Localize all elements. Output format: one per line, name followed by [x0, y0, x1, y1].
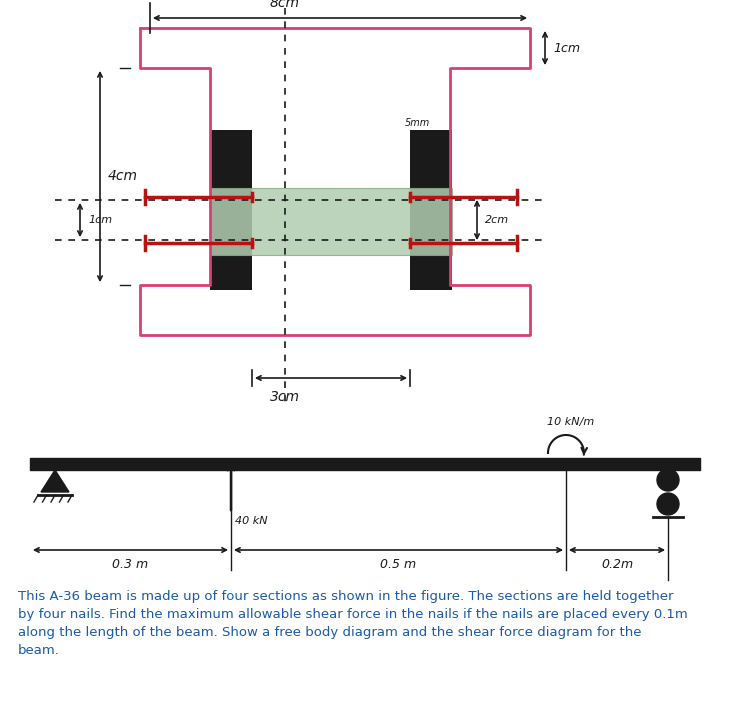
Bar: [210, 188, 452, 255]
Bar: [410, 130, 452, 290]
Text: 5mm: 5mm: [405, 118, 430, 128]
Text: 0.5 m: 0.5 m: [380, 558, 416, 571]
Polygon shape: [41, 470, 69, 492]
Text: beam.: beam.: [18, 644, 60, 657]
Text: 1cm: 1cm: [88, 215, 112, 225]
Text: 40 kN: 40 kN: [235, 516, 268, 526]
Text: This A-36 beam is made up of four sections as shown in the figure. The sections : This A-36 beam is made up of four sectio…: [18, 590, 674, 603]
Text: 10 kN/m: 10 kN/m: [548, 417, 595, 427]
Circle shape: [657, 493, 679, 515]
Text: 0.3 m: 0.3 m: [112, 558, 148, 571]
Text: 3cm: 3cm: [270, 390, 300, 404]
Text: 2cm: 2cm: [485, 215, 509, 225]
Text: 1cm: 1cm: [553, 41, 580, 55]
Text: 8cm: 8cm: [270, 0, 300, 10]
Text: 0.2m: 0.2m: [601, 558, 633, 571]
Circle shape: [657, 469, 679, 491]
Text: by four nails. Find the maximum allowable shear force in the nails if the nails : by four nails. Find the maximum allowabl…: [18, 608, 688, 621]
Text: along the length of the beam. Show a free body diagram and the shear force diagr: along the length of the beam. Show a fre…: [18, 626, 641, 639]
Text: 4cm: 4cm: [108, 169, 138, 183]
Bar: [210, 130, 252, 290]
